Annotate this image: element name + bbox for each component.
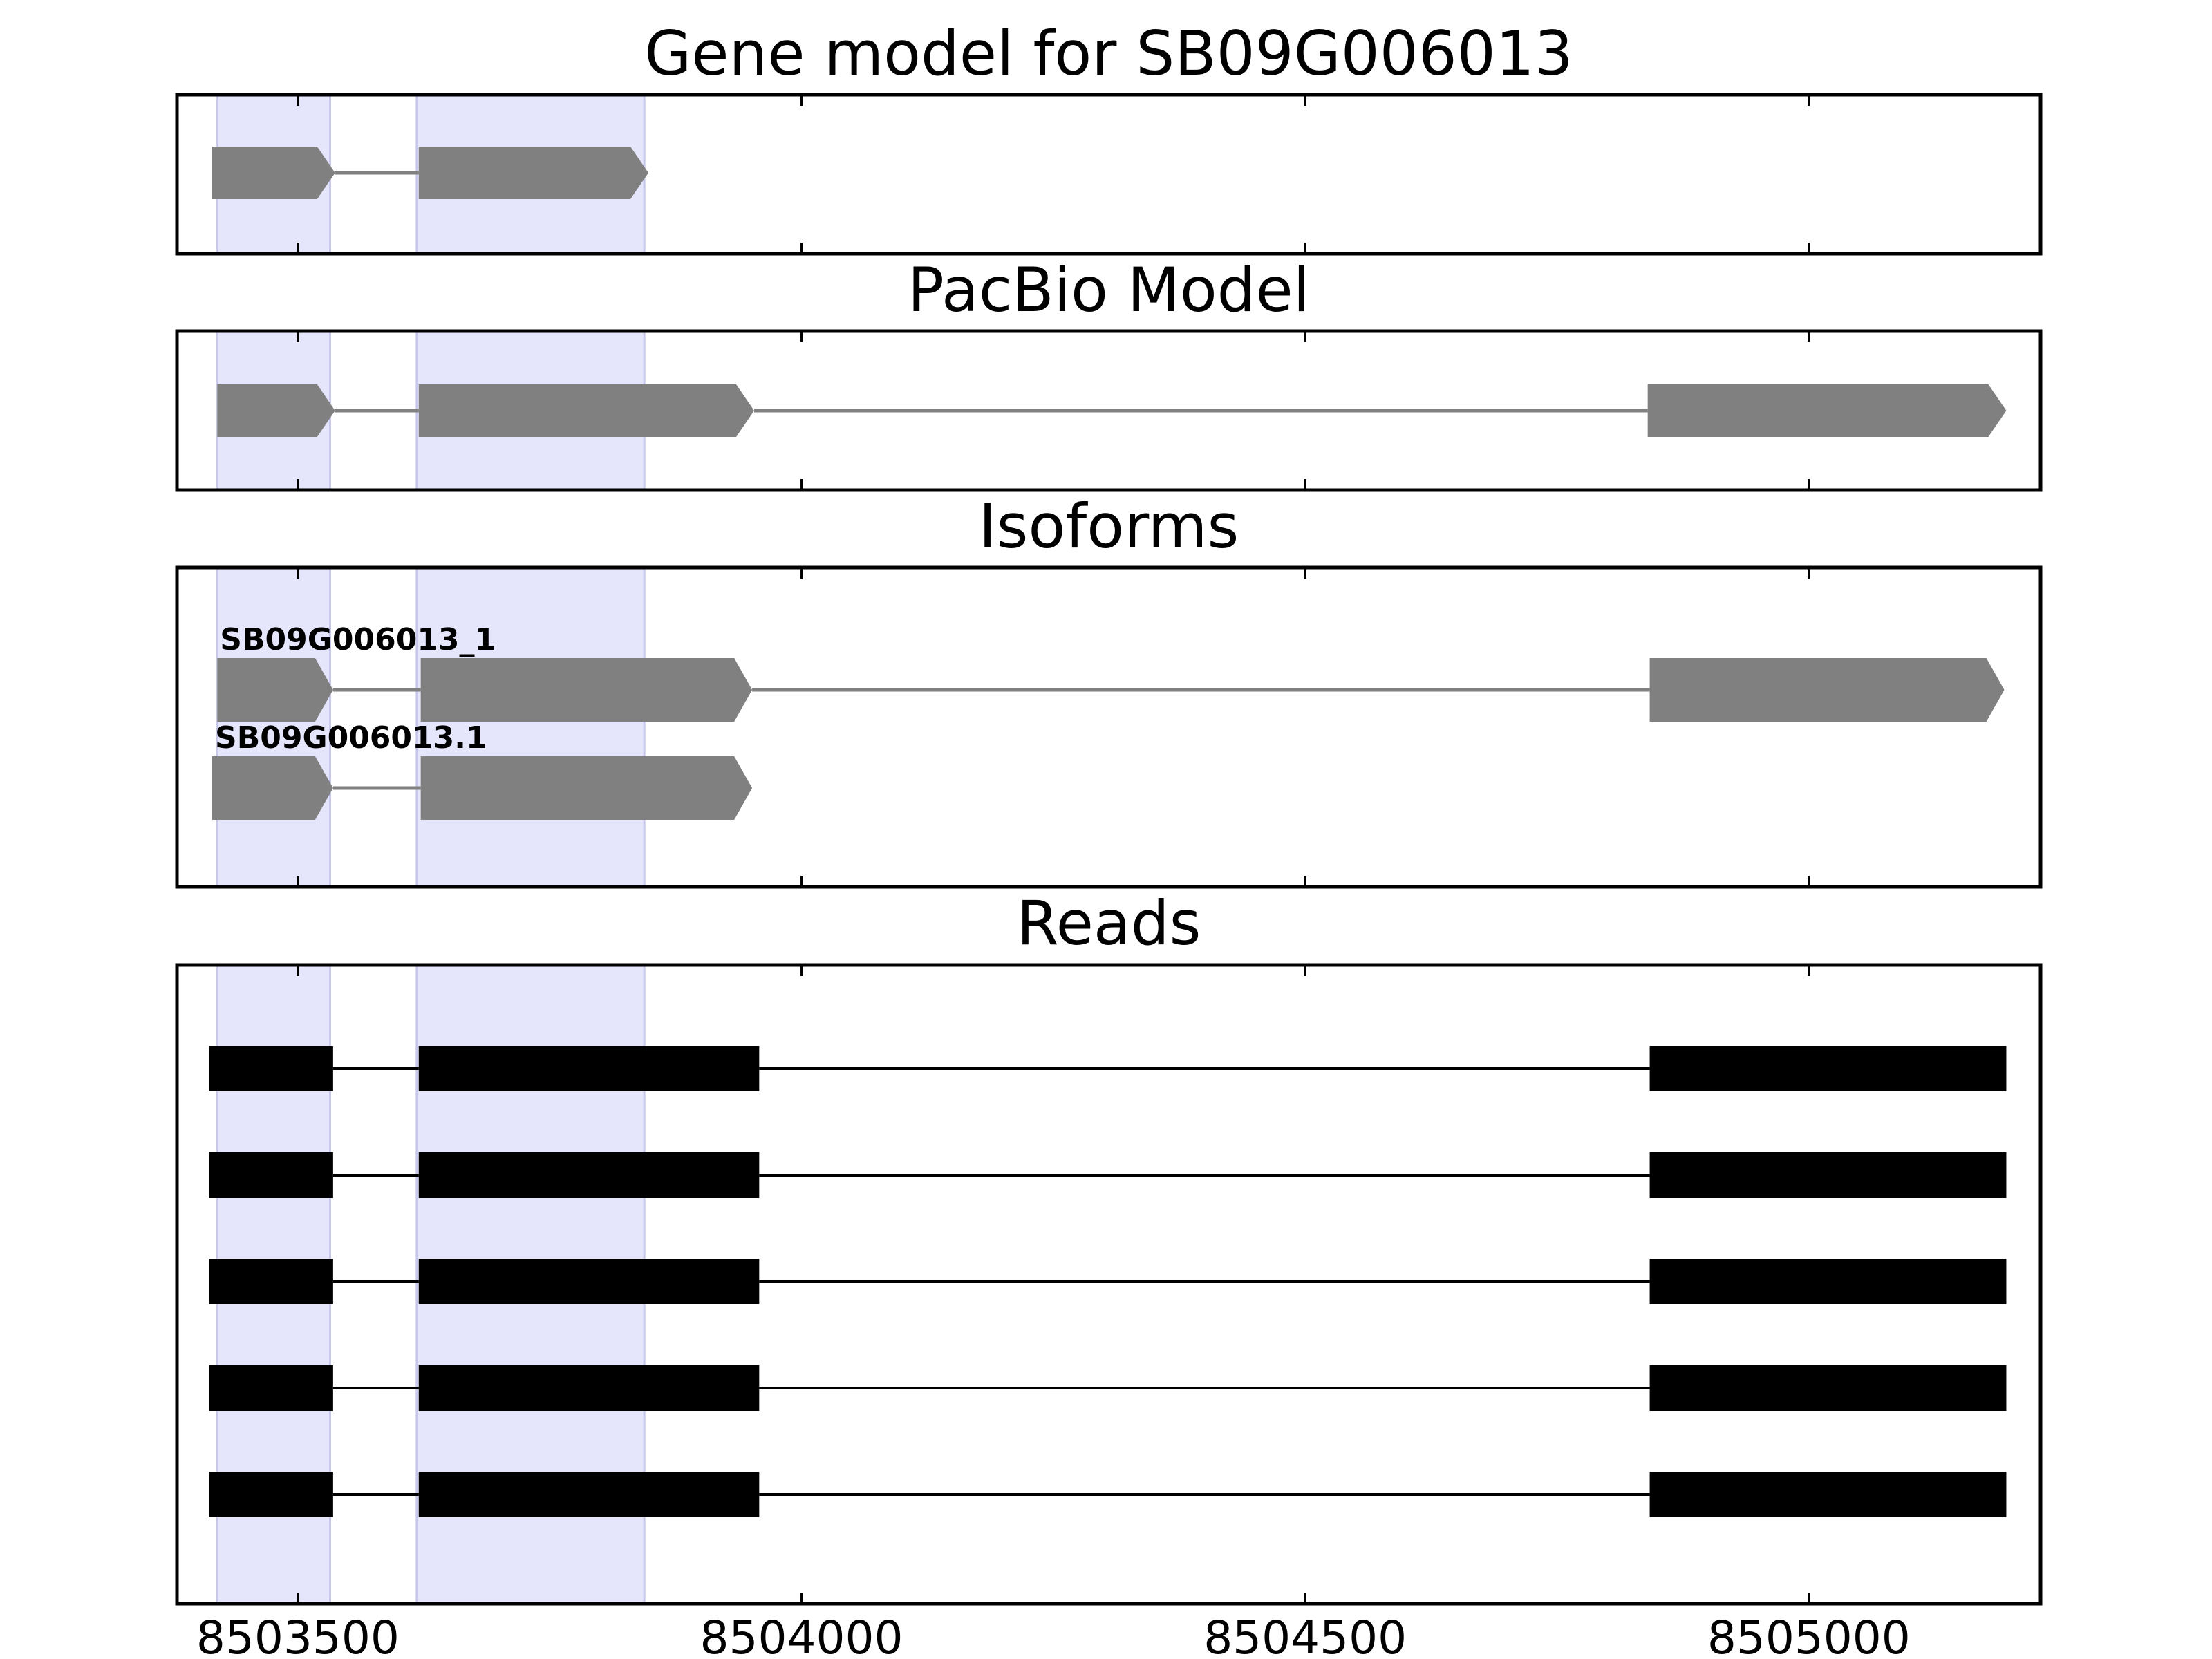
x-tick-label-4: 8505000 xyxy=(1707,1611,1911,1659)
pacbio-model-panel: PacBio Model xyxy=(175,254,2043,492)
pacbio-track-layer xyxy=(217,384,2007,437)
isoforms-panel-title: Isoforms xyxy=(979,491,1239,562)
reads-track-3-exon-2 xyxy=(418,1259,760,1304)
pacbio-track-1-exon-3 xyxy=(1647,384,2007,437)
gene-model-panel: Gene model for SB09G006013 xyxy=(175,18,2043,256)
isoforms-tick-layer xyxy=(297,568,1810,887)
x-tick-label-1: 8503500 xyxy=(196,1611,400,1659)
reads-track-3-exon-3 xyxy=(1649,1259,2007,1304)
pacbio-track-1-exon-2 xyxy=(418,384,755,437)
isoforms-track-2-exon-2 xyxy=(420,756,753,820)
pacbio-model-panel-frame xyxy=(175,329,2043,492)
isoform-label-1: SB09G006013_1 xyxy=(220,622,496,657)
reads-track-4-exon-3 xyxy=(1649,1365,2007,1411)
reads-track-3-exon-1 xyxy=(209,1259,333,1304)
reads-track-5-exon-3 xyxy=(1649,1472,2007,1517)
gene_model-track-1-exon-2 xyxy=(418,147,649,199)
pacbio-tick-layer xyxy=(297,331,1810,490)
pacbio-model-panel-title: PacBio Model xyxy=(908,254,1310,326)
reads-track-4-exon-1 xyxy=(209,1365,333,1411)
reads-tick-layer xyxy=(297,965,1810,1604)
gene-model-track-layer xyxy=(212,147,649,199)
gene-model-panel-title: Gene model for SB09G006013 xyxy=(644,18,1573,89)
gene-model-panel-frame xyxy=(175,93,2043,256)
isoforms-panel-frame xyxy=(175,565,2043,889)
reads-track-1-exon-3 xyxy=(1649,1046,2007,1091)
isoforms-track-1-exon-3 xyxy=(1649,658,2005,722)
reads-panel-frame xyxy=(175,963,2043,1606)
isoforms-track-2-exon-1 xyxy=(212,756,333,820)
isoforms-track-1-exon-1 xyxy=(217,658,333,722)
isoforms-track-layer: SB09G006013_1 SB09G006013.1 xyxy=(212,622,2005,820)
gene_model-track-1-exon-1 xyxy=(212,147,335,199)
isoforms-track-1-exon-2 xyxy=(420,658,753,722)
reads-track-4-exon-2 xyxy=(418,1365,760,1411)
reads-track-layer xyxy=(209,1046,2007,1517)
isoforms-panel: Isoforms SB09G006013_1 SB09G006013.1 xyxy=(175,491,2043,889)
reads-track-5-exon-2 xyxy=(418,1472,760,1517)
reads-track-2-exon-1 xyxy=(209,1152,333,1198)
reads-track-5-exon-1 xyxy=(209,1472,333,1517)
isoform-label-2: SB09G006013.1 xyxy=(215,720,487,756)
reads-track-1-exon-1 xyxy=(209,1046,333,1091)
reads-track-1-exon-2 xyxy=(418,1046,760,1091)
reads-panel: Reads xyxy=(175,888,2043,1606)
pacbio-track-1-exon-1 xyxy=(217,384,335,437)
x-tick-label-3: 8504500 xyxy=(1203,1611,1407,1659)
isoforms-highlight-layer xyxy=(216,566,646,888)
isoforms-highlight-band-2 xyxy=(415,566,646,888)
isoforms-highlight-band-1 xyxy=(216,566,332,888)
reads-panel-title: Reads xyxy=(1017,888,1201,959)
reads-track-2-exon-3 xyxy=(1649,1152,2007,1198)
reads-track-2-exon-2 xyxy=(418,1152,760,1198)
x-tick-label-2: 8504000 xyxy=(700,1611,903,1659)
x-axis-tick-labels: 8503500 8504000 8504500 8505000 xyxy=(196,1611,1911,1659)
gene-model-tick-layer xyxy=(297,95,1810,254)
